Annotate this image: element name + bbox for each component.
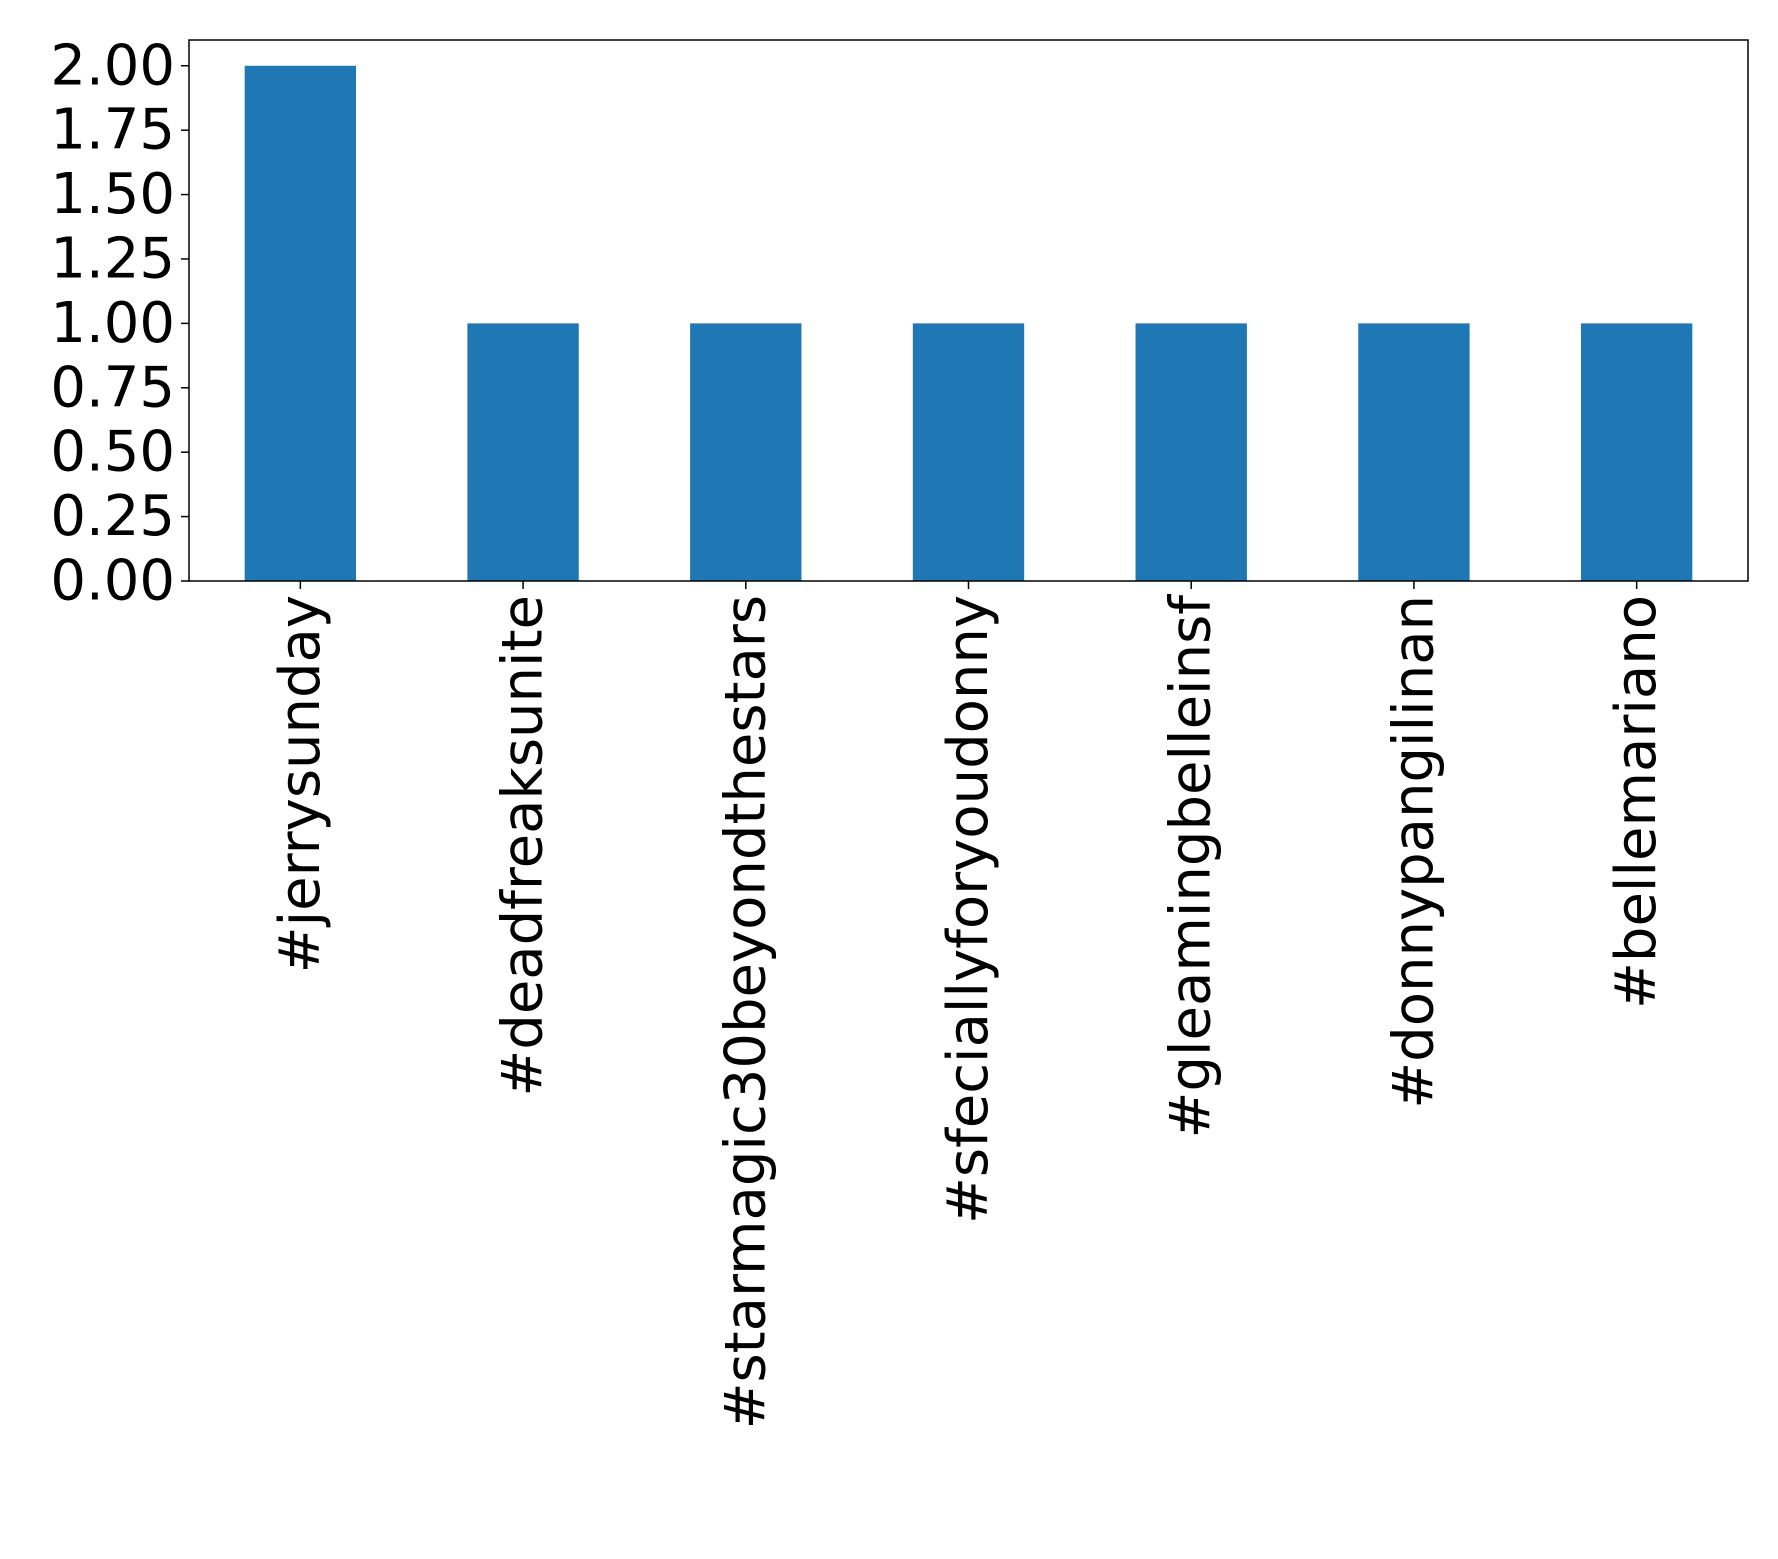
axes-frame (188, 39, 1749, 582)
bar (1580, 323, 1693, 581)
bar (690, 323, 802, 581)
bar (1135, 323, 1247, 581)
y-tick-label: 0.50 (50, 420, 175, 485)
x-tick-label: #gleamingbelleinsf (1159, 594, 1224, 1139)
x-tick-label: #sfeciallyforyoudonny (936, 595, 1001, 1224)
bar (1358, 323, 1470, 581)
y-tick-label: 1.50 (50, 162, 175, 227)
y-tick-label: 0.25 (50, 484, 175, 549)
y-tick-label: 1.00 (50, 291, 175, 356)
x-tick-label: #bellemariano (1604, 595, 1669, 1009)
y-tick-label: 2.00 (50, 33, 175, 98)
y-tick-label: 1.25 (50, 226, 175, 291)
x-tick-label: #deadfreaksunite (491, 595, 556, 1097)
bar (244, 65, 357, 581)
y-tick-label: 1.75 (50, 98, 175, 163)
bar (467, 323, 579, 581)
x-tick-label: #jerrysunday (268, 595, 333, 973)
y-tick-label: 0.75 (50, 355, 175, 420)
x-tick-label: #donnypangilinan (1381, 595, 1446, 1109)
x-tick-label: #starmagic30beyondthestars (713, 595, 778, 1429)
y-tick-label: 0.00 (50, 549, 175, 614)
bar (912, 323, 1025, 581)
